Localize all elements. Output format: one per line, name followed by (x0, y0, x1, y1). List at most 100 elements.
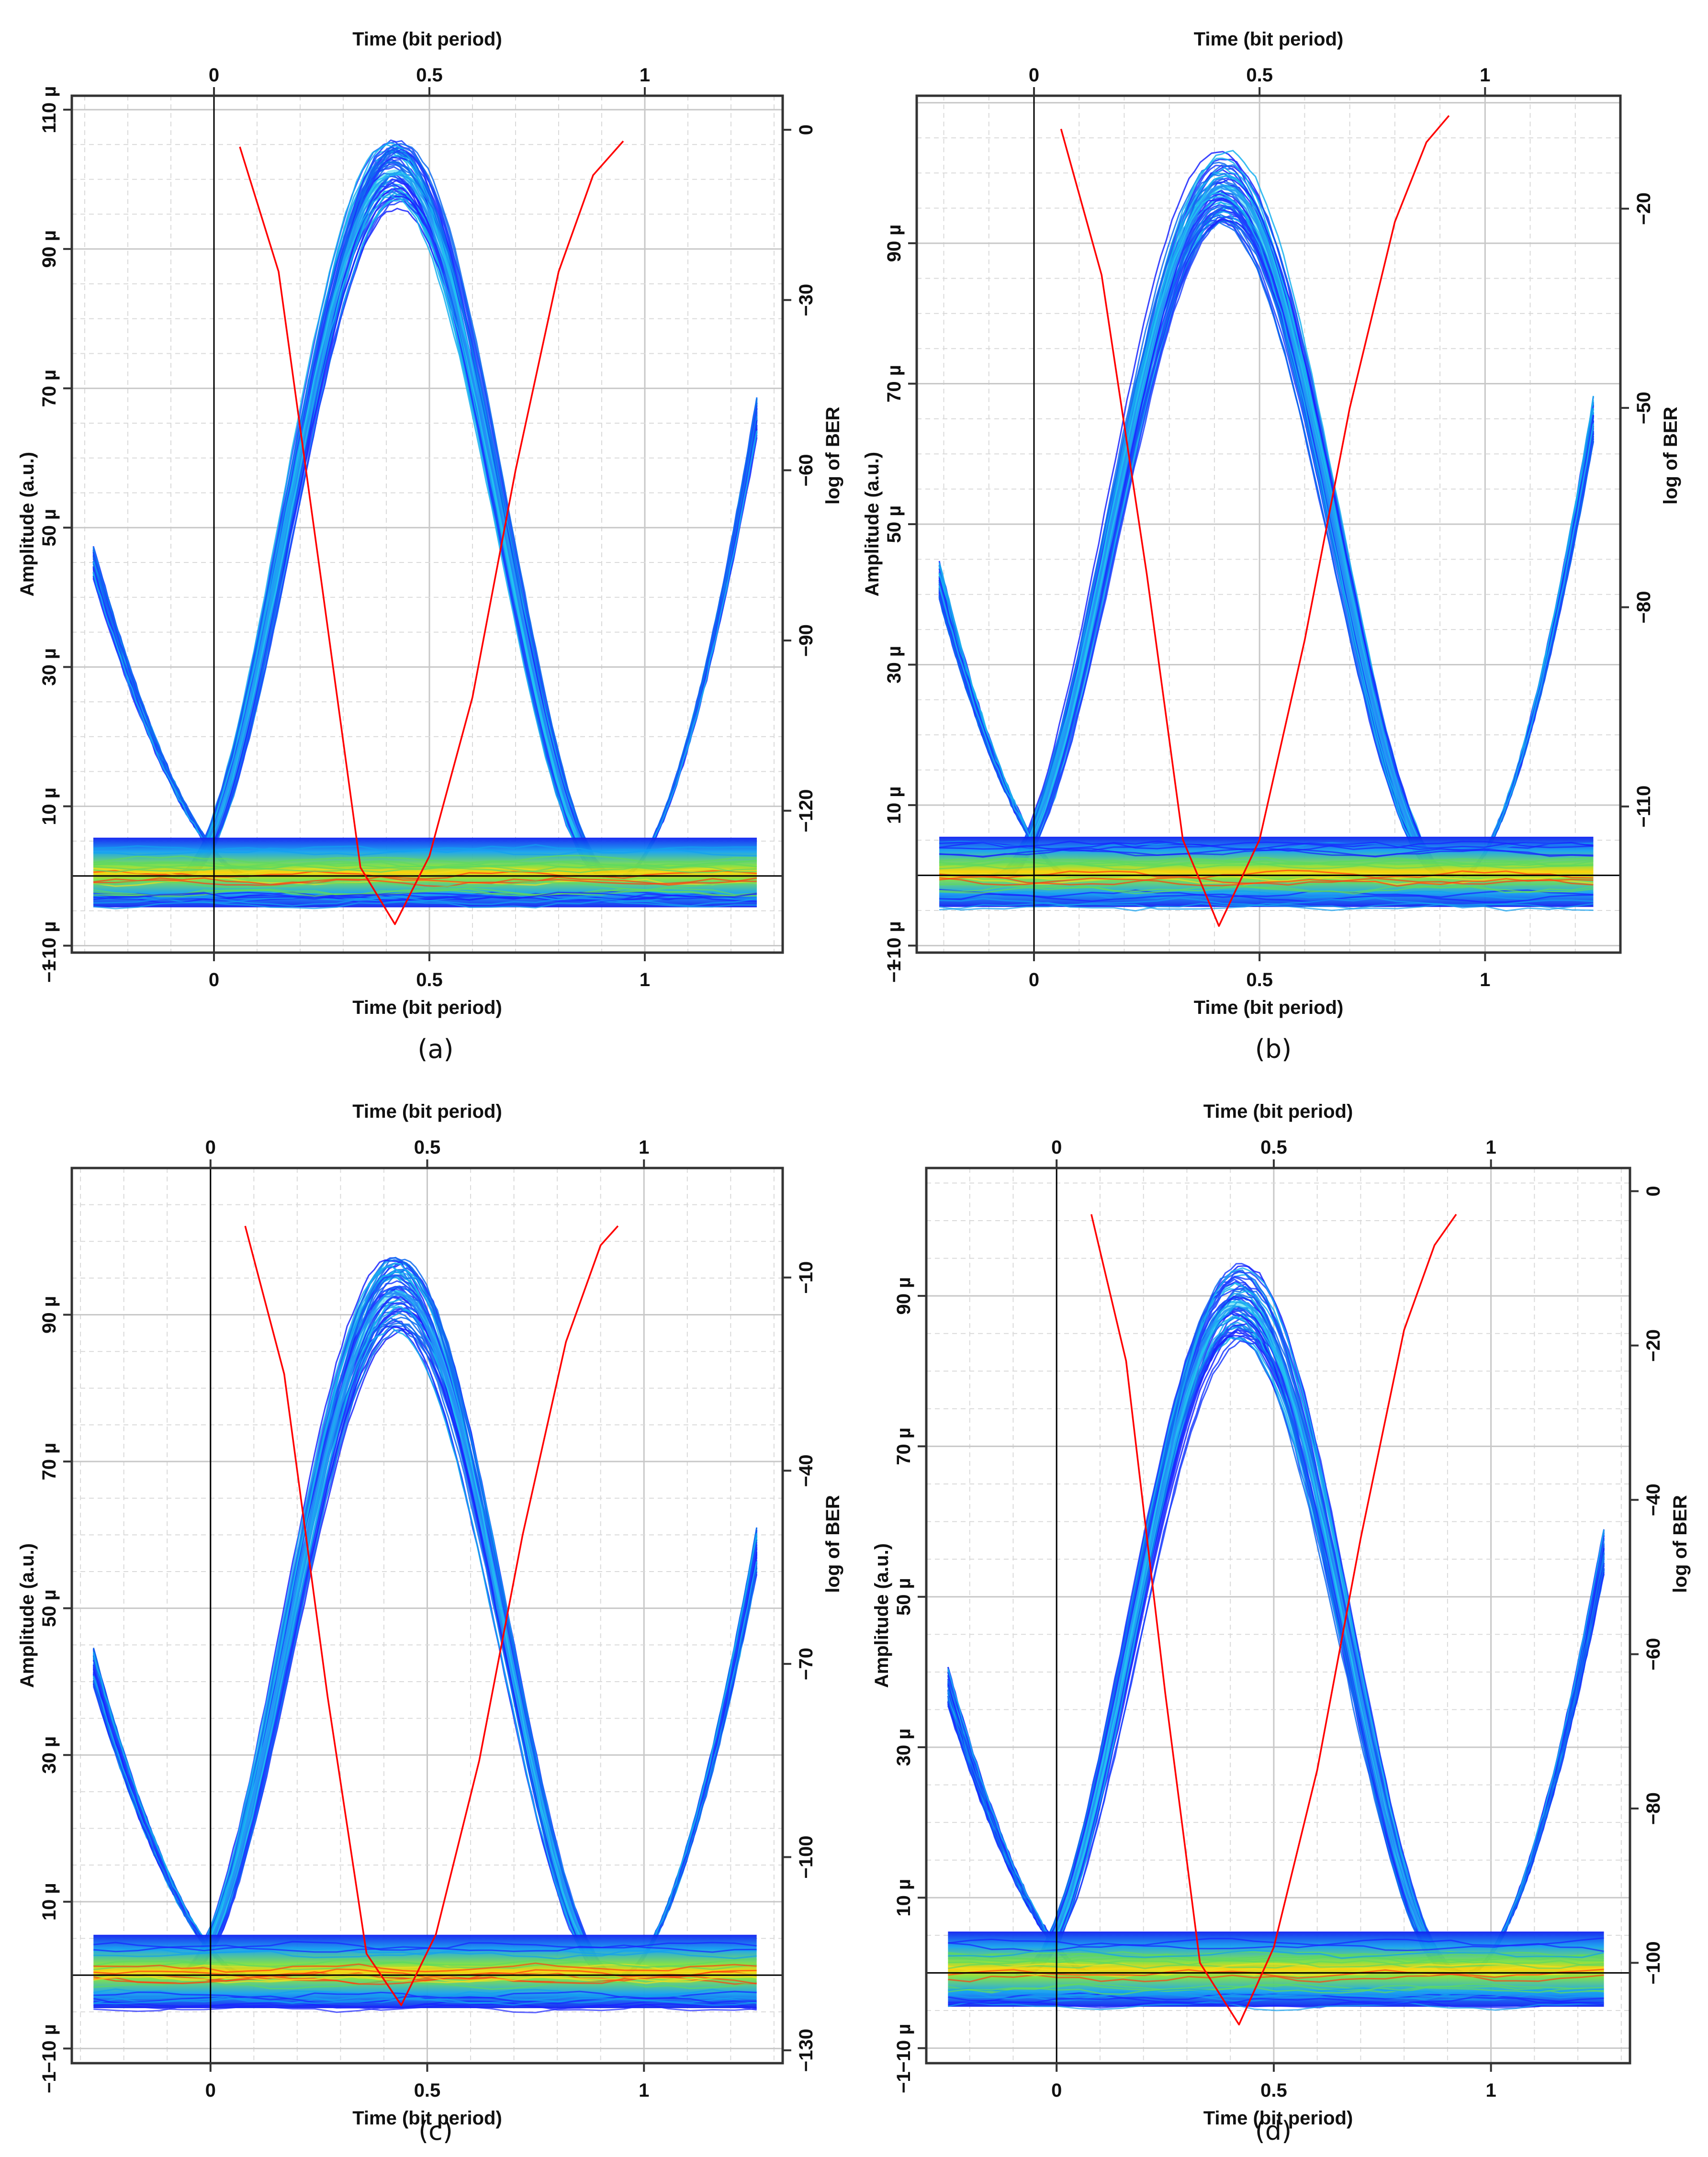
ber-curve (244, 1225, 619, 2006)
y-right-tick-label: −20 (1633, 192, 1654, 225)
y-right-tick-label: −90 (796, 624, 817, 657)
y-right-tick-label: −70 (796, 1648, 817, 1680)
y-left-tick-label: 10 µ (39, 787, 60, 825)
ber-curve (239, 140, 624, 925)
zero-level-trace (93, 1975, 757, 1985)
zero-level-trace (939, 857, 1594, 866)
y-right-tick-label: −60 (1643, 1638, 1664, 1671)
y-left-tick-label: 30 µ (39, 1736, 60, 1774)
zero-level-trace (93, 899, 757, 910)
x-axis-title-bottom: Time (bit period) (352, 997, 502, 1018)
x-tick-label: 0.5 (1260, 2080, 1287, 2101)
x-tick-label: 0.5 (416, 969, 443, 990)
corner-label: −1 (39, 2071, 60, 2093)
x-axis-title-bottom: Time (bit period) (1194, 997, 1344, 1018)
x-tick-label: 0 (209, 969, 219, 990)
y-axis-title-right: log of BER (822, 1495, 843, 1593)
zero-level-trace (93, 2003, 757, 2013)
x-top-tick-label: 0.5 (414, 1137, 441, 1158)
zero-level-trace (939, 880, 1594, 890)
y-right-tick-label: −130 (796, 2029, 817, 2072)
panel-caption: (a) (417, 1034, 453, 1064)
y-left-tick-label: 50 µ (893, 1578, 914, 1616)
zero-level-trace (939, 897, 1594, 907)
y-axis-title-left: Amplitude (a.u.) (862, 452, 883, 596)
y-axis-title-left: Amplitude (a.u.) (17, 452, 38, 596)
y-axis-title-left: Amplitude (a.u.) (871, 1543, 892, 1688)
y-left-tick-label: 50 µ (884, 506, 905, 543)
panel-caption: (d) (1255, 2116, 1292, 2146)
y-right-tick-label: −100 (796, 1835, 817, 1878)
y-right-tick-label: −60 (796, 454, 817, 486)
corner-label: −1 (884, 961, 905, 983)
zero-level-trace (939, 893, 1594, 903)
x-top-tick-label: 0 (1051, 1137, 1062, 1158)
y-axis-title-right: log of BER (1670, 1495, 1691, 1593)
y-right-tick-label: 0 (796, 124, 817, 135)
zero-level-trace (93, 1950, 757, 1960)
zero-level-trace (93, 854, 757, 864)
zero-level-trace (93, 878, 757, 888)
x-top-tick-label: 1 (1480, 65, 1490, 86)
x-top-tick-label: 0 (205, 1137, 216, 1158)
zero-level-trace (939, 877, 1594, 887)
y-right-tick-label: −80 (1633, 591, 1654, 624)
y-left-tick-label: 10 µ (39, 1883, 60, 1921)
y-left-tick-label: −10 µ (893, 2024, 914, 2073)
zero-level-trace (93, 867, 757, 877)
x-top-tick-label: 0.5 (416, 65, 443, 86)
eye-trace-core (1021, 1300, 1457, 1976)
y-left-tick-label: 70 µ (39, 370, 60, 407)
y-left-tick-label: 10 µ (884, 786, 905, 824)
y-left-tick-label: 110 µ (39, 86, 60, 134)
y-left-tick-label: −10 µ (884, 921, 905, 970)
x-top-tick-label: 1 (639, 1137, 649, 1158)
eye-trace-pulse (185, 143, 617, 878)
x-tick-label: 0.5 (1246, 969, 1273, 990)
y-left-tick-label: −10 µ (39, 921, 60, 970)
y-right-tick-label: −20 (1643, 1329, 1664, 1362)
zero-level-trace (93, 1962, 757, 1973)
plot-frame (70, 94, 784, 954)
zero-level-trace (93, 861, 757, 871)
zero-level-trace (93, 876, 757, 886)
eye-trace-pulse (1027, 1270, 1462, 1975)
zero-level-trace (93, 880, 757, 891)
x-tick-label: 1 (640, 969, 650, 990)
y-right-tick-label: −30 (796, 284, 817, 316)
zero-level-trace (939, 869, 1594, 879)
zero-level-trace (939, 876, 1594, 886)
x-tick-label: 0 (1029, 969, 1039, 990)
y-right-tick-label: −40 (1643, 1483, 1664, 1516)
x-top-tick-label: 1 (640, 65, 650, 86)
y-left-tick-label: 30 µ (884, 646, 905, 684)
y-left-tick-label: 70 µ (39, 1443, 60, 1481)
zero-level-trace (93, 1964, 757, 1974)
zero-level-trace (939, 890, 1594, 900)
zero-level-trace (93, 844, 757, 854)
chart-panel-b: 0 0.5 1 0 0.5 1 −10 µ 10 µ 30 µ 50 µ 70 µ 90 µ −20 −5… (862, 29, 1681, 1064)
eye-trace-pulse (1018, 1298, 1453, 1975)
ber-curve (1060, 115, 1450, 927)
y-left-tick-label: 90 µ (39, 230, 60, 268)
y-right-tick-label: −120 (796, 789, 817, 832)
zero-level-trace (93, 891, 757, 902)
x-axis-title-top: Time (bit period) (1194, 29, 1344, 50)
y-axis-title-left: Amplitude (a.u.) (17, 1543, 38, 1688)
grid-lines (72, 1167, 783, 2063)
x-tick-label: 1 (1480, 969, 1490, 990)
y-right-tick-label: −50 (1633, 392, 1654, 424)
zero-level-trace (939, 869, 1594, 879)
x-tick-label: 1 (1486, 2080, 1496, 2101)
y-left-tick-label: −10 µ (39, 2024, 60, 2073)
ber-curve (1090, 1213, 1457, 2026)
y-right-tick-label: −110 (1633, 786, 1654, 828)
x-top-tick-label: 1 (1486, 1137, 1496, 1158)
zero-level-trace (939, 873, 1594, 883)
eye-trace-pulse (185, 169, 617, 878)
y-axis-title-right: log of BER (822, 406, 843, 505)
y-left-tick-label: 50 µ (39, 509, 60, 547)
x-axis-title-top: Time (bit period) (352, 1101, 502, 1122)
y-left-tick-label: 10 µ (893, 1879, 914, 1917)
y-left-tick-label: 90 µ (893, 1277, 914, 1315)
